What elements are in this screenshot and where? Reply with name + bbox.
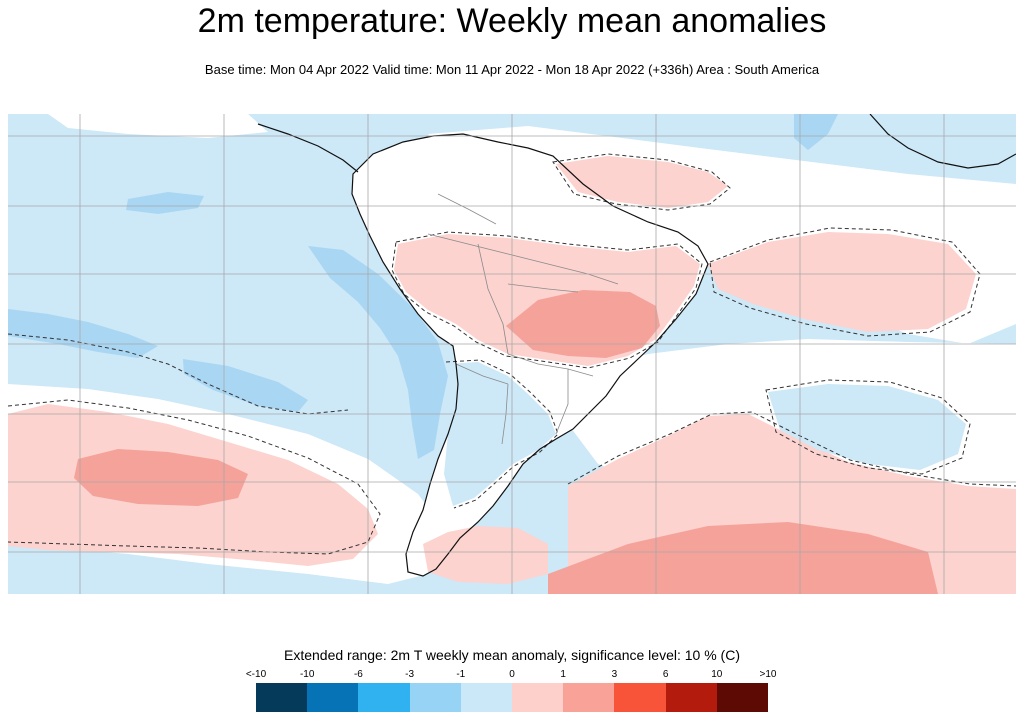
warm-zone-patagonia — [423, 526, 548, 584]
legend-swatch-8 — [614, 683, 666, 712]
legend-tick-label: >10 — [759, 669, 777, 680]
legend-swatch-1 — [256, 683, 308, 712]
legend-swatch-2 — [307, 683, 359, 712]
legend-title: Extended range: 2m T weekly mean anomaly… — [283, 647, 740, 663]
legend-tick-label: 3 — [611, 669, 618, 680]
neutral-zone-top — [48, 114, 268, 138]
significance-contour-4 — [391, 231, 703, 369]
significance-contour-6 — [567, 411, 1016, 487]
coastline-continent — [351, 133, 709, 577]
legend-color-bar — [256, 683, 769, 712]
cold-streak-coast — [308, 246, 448, 459]
legend-tick-label: 10 — [711, 669, 723, 680]
legend-tick-label: -3 — [405, 669, 415, 680]
legend-swatch-6 — [512, 683, 564, 712]
legend-tick-label: -10 — [299, 669, 315, 680]
significance-contour-8 — [445, 359, 559, 509]
cold-streak-north-pacific — [126, 192, 204, 214]
significance-contour-7 — [8, 333, 349, 415]
significance-contour-3 — [709, 227, 981, 337]
warm-core-central-brazil — [506, 290, 660, 358]
anomaly-map — [8, 114, 1016, 594]
legend-tick-label: -6 — [353, 669, 363, 680]
legend-swatch-3 — [358, 683, 410, 712]
cold-patch-atlantic-east — [768, 384, 966, 470]
cold-streak-pacific-1 — [8, 309, 158, 358]
legend-tick-label: 6 — [662, 669, 669, 680]
warm-core-south-atlantic — [548, 522, 938, 594]
legend-swatch-7 — [563, 683, 615, 712]
cold-streak-pacific-2 — [183, 359, 308, 412]
significance-contour-1 — [8, 399, 381, 555]
legend-tick-label: 1 — [560, 669, 566, 680]
map-svg — [8, 114, 1016, 594]
chart-title: 2m temperature: Weekly mean anomalies — [197, 2, 827, 40]
legend-tick-label: 0 — [509, 669, 515, 680]
coastline-central-america — [257, 123, 359, 173]
coastline-africa — [869, 114, 1016, 169]
legend-swatch-5 — [460, 683, 513, 712]
chart-subtitle: Base time: Mon 04 Apr 2022 Valid time: M… — [204, 62, 820, 77]
significance-contour-2 — [552, 153, 731, 211]
warm-core-south-pacific — [74, 449, 248, 506]
legend-tick-label: -1 — [456, 669, 466, 680]
legend-tick-label: <-10 — [245, 669, 267, 680]
legend-swatch-9 — [665, 683, 717, 712]
legend-swatch-4 — [409, 683, 461, 712]
cold-patch-southern-cone — [444, 362, 556, 506]
warm-zone-atlantic-equatorial — [708, 232, 976, 332]
cold-streak-northeast — [794, 114, 838, 150]
legend-swatch-10 — [716, 683, 769, 712]
lat-lon-grid — [8, 114, 1016, 594]
significance-contour-5 — [765, 379, 971, 475]
